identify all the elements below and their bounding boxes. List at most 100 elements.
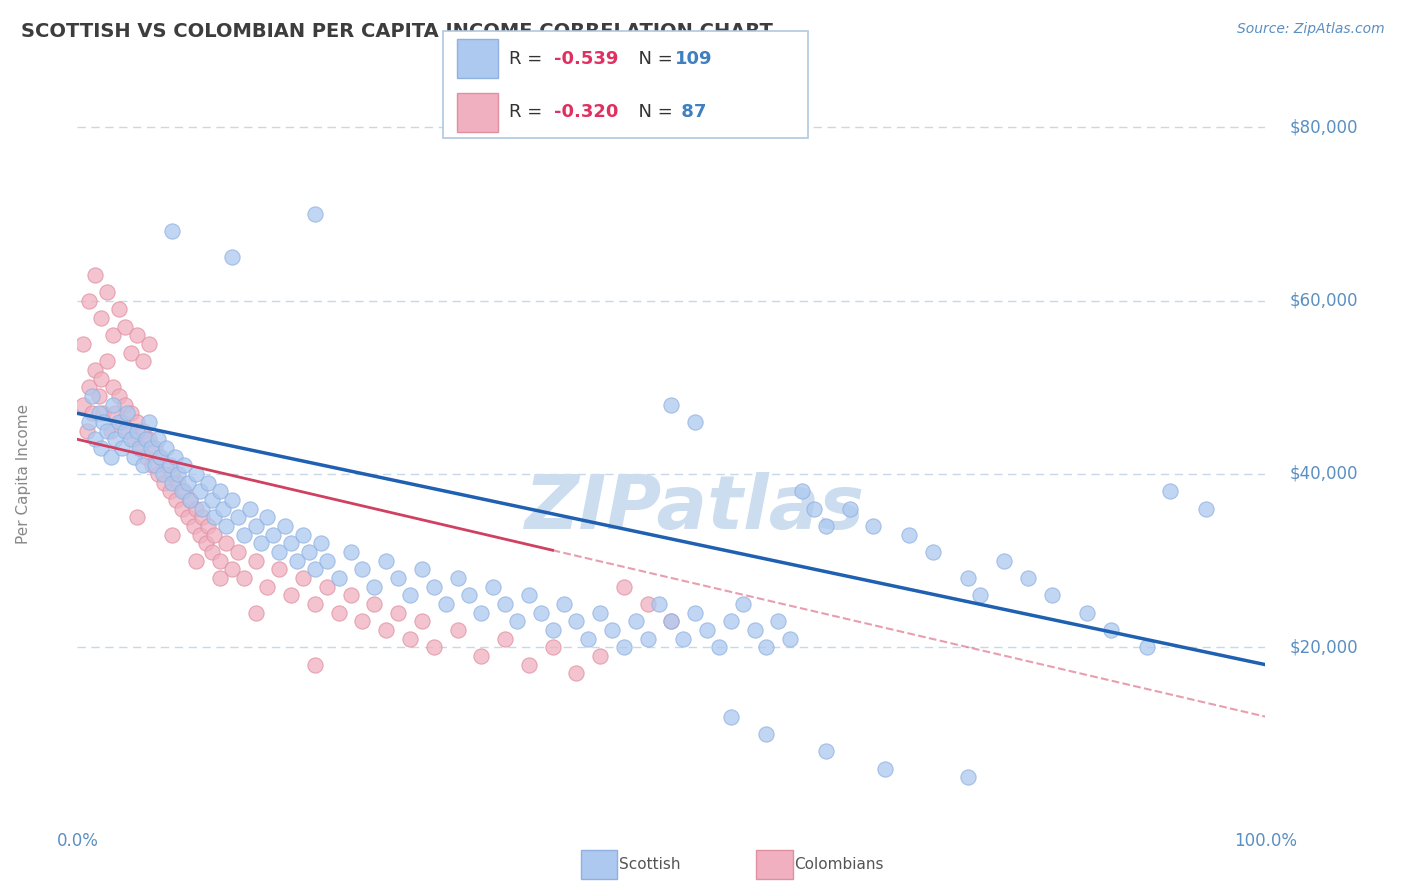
Point bbox=[131, 354, 153, 368]
Point bbox=[1099, 623, 1122, 637]
Point bbox=[814, 519, 837, 533]
Point bbox=[80, 406, 103, 420]
Point bbox=[186, 501, 208, 516]
Text: -0.320: -0.320 bbox=[554, 103, 619, 121]
Point bbox=[269, 545, 291, 559]
Point bbox=[101, 328, 124, 343]
Text: SCOTTISH VS COLOMBIAN PER CAPITA INCOME CORRELATION CHART: SCOTTISH VS COLOMBIAN PER CAPITA INCOME … bbox=[21, 22, 773, 41]
Point bbox=[720, 709, 742, 723]
Point bbox=[152, 467, 174, 481]
Point bbox=[482, 580, 505, 594]
Point bbox=[200, 493, 222, 508]
Point bbox=[76, 424, 98, 438]
Point bbox=[77, 415, 100, 429]
Point bbox=[179, 493, 201, 508]
Point bbox=[87, 389, 110, 403]
Point bbox=[239, 501, 262, 516]
Point bbox=[304, 657, 326, 672]
Point bbox=[363, 597, 385, 611]
Point bbox=[339, 588, 361, 602]
Point bbox=[661, 615, 683, 629]
Point bbox=[162, 467, 184, 481]
Point bbox=[280, 536, 302, 550]
Point bbox=[108, 302, 131, 317]
Point bbox=[637, 597, 659, 611]
Text: $80,000: $80,000 bbox=[1289, 119, 1358, 136]
Point bbox=[167, 475, 190, 490]
Point bbox=[90, 371, 112, 385]
Point bbox=[125, 424, 148, 438]
Point bbox=[423, 640, 446, 655]
Point bbox=[138, 337, 160, 351]
Point bbox=[470, 606, 492, 620]
Point bbox=[375, 623, 398, 637]
Point bbox=[208, 554, 231, 568]
Point bbox=[149, 450, 172, 464]
Point bbox=[131, 424, 153, 438]
Point bbox=[446, 623, 468, 637]
Point bbox=[285, 554, 308, 568]
Point bbox=[613, 580, 636, 594]
Point bbox=[191, 510, 214, 524]
Text: Source: ZipAtlas.com: Source: ZipAtlas.com bbox=[1237, 22, 1385, 37]
Point bbox=[111, 441, 134, 455]
Point bbox=[84, 363, 107, 377]
Point bbox=[298, 545, 321, 559]
Point bbox=[162, 475, 184, 490]
Text: 109: 109 bbox=[675, 50, 713, 68]
Point bbox=[96, 424, 118, 438]
Point bbox=[624, 615, 647, 629]
Point bbox=[470, 648, 492, 663]
Point bbox=[328, 571, 350, 585]
Point bbox=[188, 484, 211, 499]
Point bbox=[683, 415, 706, 429]
Point bbox=[115, 406, 138, 420]
Text: $40,000: $40,000 bbox=[1289, 465, 1358, 483]
Point bbox=[159, 484, 181, 499]
Point bbox=[124, 433, 146, 447]
Point bbox=[720, 615, 742, 629]
Point bbox=[232, 527, 254, 541]
Point bbox=[72, 337, 94, 351]
Point bbox=[170, 484, 193, 499]
Point bbox=[165, 493, 187, 508]
Text: $20,000: $20,000 bbox=[1289, 639, 1358, 657]
Point bbox=[173, 484, 195, 499]
Point bbox=[104, 433, 127, 447]
Point bbox=[434, 597, 457, 611]
Text: $60,000: $60,000 bbox=[1289, 292, 1358, 310]
Point bbox=[672, 632, 695, 646]
Point bbox=[146, 467, 169, 481]
Point bbox=[188, 527, 211, 541]
Point bbox=[173, 458, 195, 473]
Point bbox=[387, 606, 409, 620]
Point bbox=[129, 441, 152, 455]
Point bbox=[779, 632, 801, 646]
Point bbox=[399, 588, 422, 602]
Point bbox=[108, 415, 131, 429]
Point bbox=[155, 458, 177, 473]
Point bbox=[755, 727, 778, 741]
Point bbox=[163, 450, 186, 464]
Point bbox=[458, 588, 481, 602]
Point bbox=[1076, 606, 1098, 620]
Text: Per Capita Income: Per Capita Income bbox=[17, 404, 31, 544]
Point bbox=[170, 501, 193, 516]
Point bbox=[683, 606, 706, 620]
Point bbox=[84, 268, 107, 282]
Point bbox=[191, 501, 214, 516]
Point bbox=[90, 441, 112, 455]
Point bbox=[208, 484, 231, 499]
Point bbox=[120, 345, 142, 359]
Point bbox=[155, 441, 177, 455]
Point bbox=[186, 467, 208, 481]
Text: Scottish: Scottish bbox=[619, 857, 681, 871]
Point bbox=[862, 519, 884, 533]
Point bbox=[250, 536, 273, 550]
Text: 87: 87 bbox=[675, 103, 706, 121]
Point bbox=[1017, 571, 1039, 585]
Point bbox=[138, 415, 160, 429]
Point bbox=[838, 501, 860, 516]
Point bbox=[84, 433, 107, 447]
Point bbox=[957, 571, 980, 585]
